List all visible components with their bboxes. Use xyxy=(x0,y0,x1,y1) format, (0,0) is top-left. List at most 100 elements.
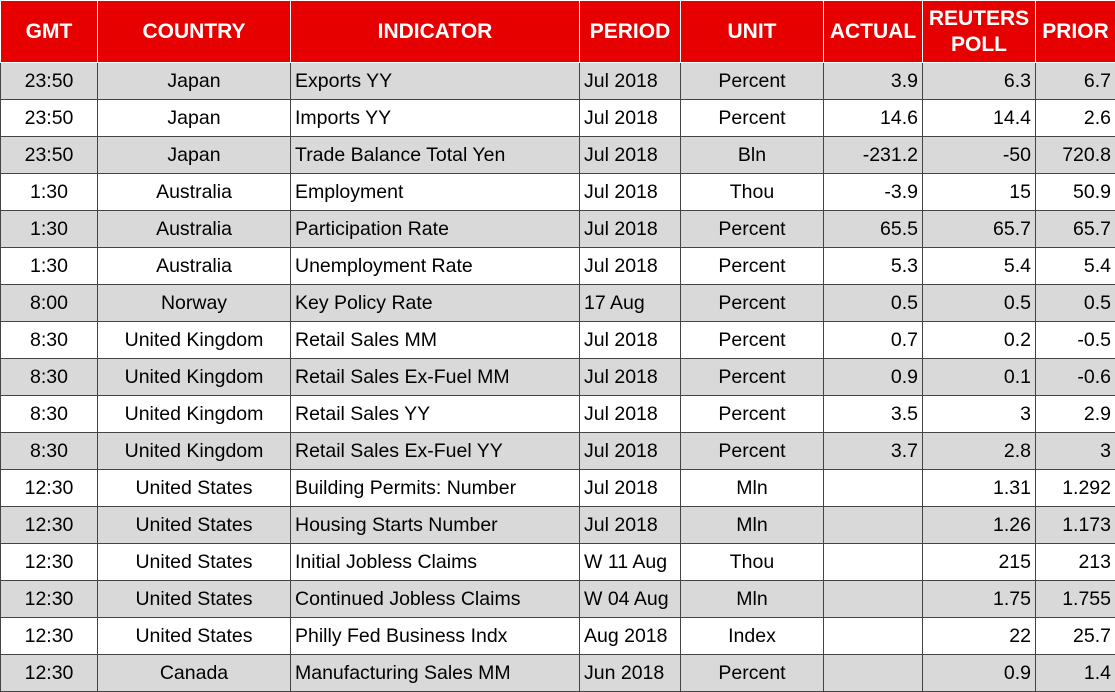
table-cell: Japan xyxy=(98,63,291,100)
table-cell: 3 xyxy=(923,396,1036,433)
table-cell: Norway xyxy=(98,285,291,322)
table-cell: Jul 2018 xyxy=(580,248,681,285)
table-cell: 0.2 xyxy=(923,322,1036,359)
header-cell: GMT xyxy=(1,1,98,63)
table-cell: 25.7 xyxy=(1036,618,1115,655)
table-cell: 0.5 xyxy=(1036,285,1115,322)
table-cell: 12:30 xyxy=(1,618,98,655)
table-cell: 1:30 xyxy=(1,211,98,248)
table-cell: Key Policy Rate xyxy=(291,285,580,322)
table-cell: 14.6 xyxy=(824,100,923,137)
table-cell xyxy=(824,507,923,544)
table-cell: Australia xyxy=(98,248,291,285)
table-cell: 1.173 xyxy=(1036,507,1115,544)
table-cell: 6.3 xyxy=(923,63,1036,100)
table-cell: 0.7 xyxy=(824,322,923,359)
table-cell: 5.4 xyxy=(1036,248,1115,285)
table-cell: 3.5 xyxy=(824,396,923,433)
table-cell: Jul 2018 xyxy=(580,359,681,396)
table-cell: Percent xyxy=(681,433,824,470)
table-cell: Retail Sales MM xyxy=(291,322,580,359)
table-cell: 17 Aug xyxy=(580,285,681,322)
table-cell: 8:30 xyxy=(1,322,98,359)
table-cell: 213 xyxy=(1036,544,1115,581)
table-cell: Japan xyxy=(98,100,291,137)
table-cell: -0.5 xyxy=(1036,322,1115,359)
table-cell: Exports YY xyxy=(291,63,580,100)
table-cell: Canada xyxy=(98,655,291,692)
table-cell: Jul 2018 xyxy=(580,137,681,174)
table-cell: 1.26 xyxy=(923,507,1036,544)
table-cell: 0.9 xyxy=(824,359,923,396)
table-cell: United States xyxy=(98,507,291,544)
table-cell: 2.8 xyxy=(923,433,1036,470)
table-cell: Participation Rate xyxy=(291,211,580,248)
table-cell: -0.6 xyxy=(1036,359,1115,396)
table-cell xyxy=(824,544,923,581)
table-cell: Jul 2018 xyxy=(580,63,681,100)
table-cell: United States xyxy=(98,618,291,655)
table-cell: Percent xyxy=(681,396,824,433)
table-cell: Jun 2018 xyxy=(580,655,681,692)
table-cell: 215 xyxy=(923,544,1036,581)
table-cell: 3.7 xyxy=(824,433,923,470)
table-cell: Jul 2018 xyxy=(580,100,681,137)
table-cell: 12:30 xyxy=(1,655,98,692)
table-cell: Bln xyxy=(681,137,824,174)
table-cell: Philly Fed Business Indx xyxy=(291,618,580,655)
table-cell: 1.292 xyxy=(1036,470,1115,507)
table-cell: Percent xyxy=(681,63,824,100)
table-cell: Percent xyxy=(681,322,824,359)
table-cell: 23:50 xyxy=(1,137,98,174)
table-cell: 3 xyxy=(1036,433,1115,470)
table-cell: Mln xyxy=(681,581,824,618)
header-cell: PRIOR xyxy=(1036,1,1115,63)
table-cell: 1.75 xyxy=(923,581,1036,618)
table-cell: United States xyxy=(98,470,291,507)
table-cell: 8:00 xyxy=(1,285,98,322)
table-cell: Employment xyxy=(291,174,580,211)
table-cell: Japan xyxy=(98,137,291,174)
table-cell: Unemployment Rate xyxy=(291,248,580,285)
table-cell: 5.3 xyxy=(824,248,923,285)
table-cell: Jul 2018 xyxy=(580,396,681,433)
table-cell: Jul 2018 xyxy=(580,174,681,211)
table-cell: Australia xyxy=(98,211,291,248)
table-cell: 8:30 xyxy=(1,396,98,433)
table-cell: Retail Sales Ex-Fuel YY xyxy=(291,433,580,470)
table-cell: Jul 2018 xyxy=(580,322,681,359)
table-cell: 3.9 xyxy=(824,63,923,100)
table-cell: 2.6 xyxy=(1036,100,1115,137)
table-cell: Initial Jobless Claims xyxy=(291,544,580,581)
table-cell: Continued Jobless Claims xyxy=(291,581,580,618)
table-cell: 12:30 xyxy=(1,544,98,581)
table-cell: 0.1 xyxy=(923,359,1036,396)
table-cell: Mln xyxy=(681,470,824,507)
table-cell: Aug 2018 xyxy=(580,618,681,655)
table-cell: W 11 Aug xyxy=(580,544,681,581)
header-cell: REUTERS POLL xyxy=(923,1,1036,63)
table-cell: Jul 2018 xyxy=(580,470,681,507)
table-cell: United Kingdom xyxy=(98,359,291,396)
table-cell: 5.4 xyxy=(923,248,1036,285)
table-cell: Mln xyxy=(681,507,824,544)
table-cell: Jul 2018 xyxy=(580,211,681,248)
table-cell: Jul 2018 xyxy=(580,507,681,544)
table-cell: Percent xyxy=(681,655,824,692)
